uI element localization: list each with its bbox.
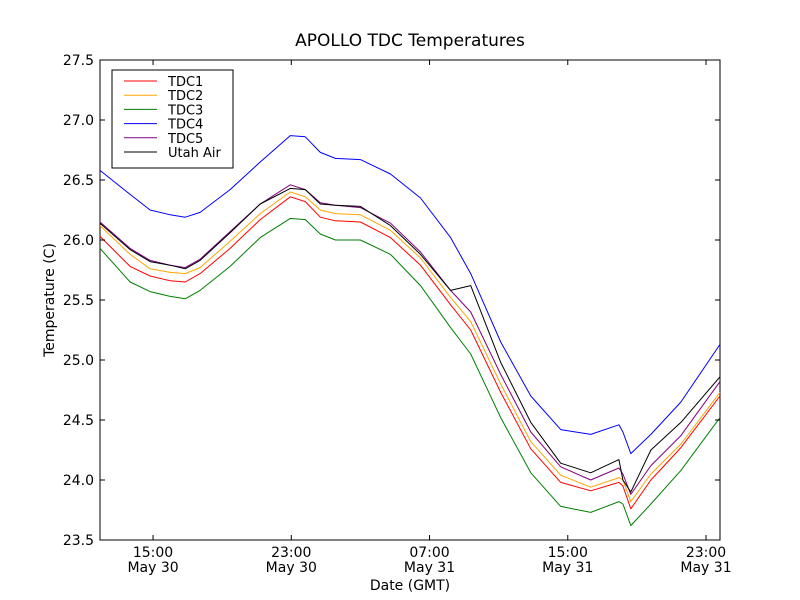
legend-label: TDC4 — [167, 118, 203, 133]
legend-label: TDC5 — [167, 132, 203, 147]
y-tick-label: 27.5 — [63, 53, 94, 69]
series-line-tdc2 — [99, 191, 721, 503]
series-line-tdc3 — [99, 217, 721, 527]
legend-label: TDC3 — [167, 103, 203, 118]
x-tick-label-date: May 31 — [404, 560, 455, 576]
x-tick-label-time: 15:00 — [133, 545, 173, 561]
y-tick-label: 25.5 — [63, 293, 94, 309]
x-axis-label: Date (GMT) — [370, 578, 450, 594]
y-tick-label: 25.0 — [63, 353, 94, 369]
y-axis-label: Temperature (C) — [42, 243, 58, 358]
x-tick-label-date: May 31 — [542, 560, 593, 576]
series-line-utah-air — [99, 187, 721, 493]
x-tick-label-time: 23:00 — [686, 545, 726, 561]
y-tick-label: 24.5 — [63, 413, 94, 429]
x-tick-label-date: May 30 — [127, 560, 178, 576]
series-line-tdc4 — [99, 135, 721, 455]
y-tick-label: 26.5 — [63, 173, 94, 189]
legend-label: TDC1 — [167, 75, 203, 90]
x-tick-label-time: 15:00 — [548, 545, 588, 561]
series-line-tdc1 — [99, 196, 721, 510]
x-tick-label-date: May 31 — [680, 560, 731, 576]
y-tick-label: 26.0 — [63, 233, 94, 249]
series-line-tdc5 — [99, 184, 721, 495]
y-axis: 23.5 24.0 24.5 25.0 25.5 26.0 26.5 27.0 27.5 — [63, 53, 720, 549]
x-tick-label-date: May 30 — [266, 560, 317, 576]
series-layer — [99, 135, 721, 527]
y-tick-label: 23.5 — [63, 533, 94, 549]
chart-title: APOLLO TDC Temperatures — [295, 31, 525, 51]
legend-label: TDC2 — [167, 89, 203, 104]
y-tick-label: 27.0 — [63, 113, 94, 129]
x-tick-label-time: 23:00 — [271, 545, 311, 561]
y-tick-label: 24.0 — [63, 473, 94, 489]
x-tick-label-time: 07:00 — [409, 545, 449, 561]
legend-label: Utah Air — [168, 146, 221, 161]
